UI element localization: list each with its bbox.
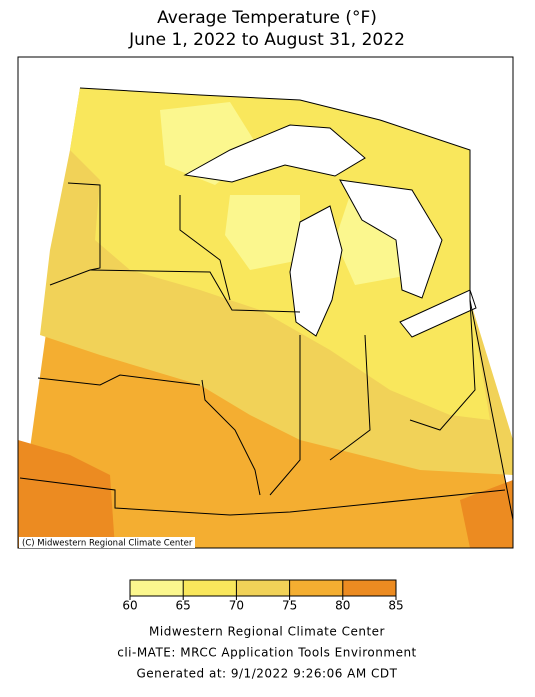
title-line: Average Temperature (°F): [157, 8, 377, 28]
legend-swatch: [183, 580, 237, 596]
legend-swatch: [236, 580, 290, 596]
state-line: [201, 379, 261, 496]
legend-swatch: [342, 580, 396, 596]
legend-tick-label: 75: [282, 599, 297, 613]
legend-tick-label: 80: [335, 599, 350, 613]
state-line: [269, 335, 301, 496]
legend-swatch: [289, 580, 343, 596]
lake-michigan: [289, 205, 343, 337]
state-line: [179, 195, 231, 301]
legend-tick-label: 60: [122, 599, 137, 613]
legend: 60 65 70 75 80 85: [122, 579, 404, 613]
credit-box: [19, 537, 195, 548]
temp-band: [18, 440, 115, 548]
state-line: [19, 477, 506, 516]
legend-tick-label: 70: [229, 599, 244, 613]
footer-line: Midwestern Regional Climate Center: [149, 625, 385, 639]
lake-huron: [339, 179, 443, 299]
state-line: [409, 299, 476, 431]
title-line: June 1, 2022 to August 31, 2022: [128, 30, 405, 50]
state-line: [89, 269, 301, 313]
credit: (C) Midwestern Regional Climate Center: [22, 539, 193, 549]
state-line: [49, 182, 101, 286]
state-line: [329, 334, 371, 461]
state-line: [37, 374, 201, 386]
footer-line: Generated at: 9/1/2022 9:26:06 AM CDT: [136, 667, 397, 681]
legend-tick-label: 65: [176, 599, 191, 613]
map-frame: [17, 56, 514, 549]
legend-tick-label: 85: [388, 599, 403, 613]
region-edge: [79, 87, 514, 521]
map: (C) Midwestern Regional Climate Center: [17, 56, 514, 549]
lake-superior: [183, 124, 366, 183]
footer-line: cli-MATE: MRCC Application Tools Environ…: [117, 646, 417, 660]
temp-band: [460, 480, 513, 548]
temp-band: [225, 195, 300, 270]
legend-swatch: [130, 580, 184, 596]
lake-erie: [399, 289, 477, 338]
